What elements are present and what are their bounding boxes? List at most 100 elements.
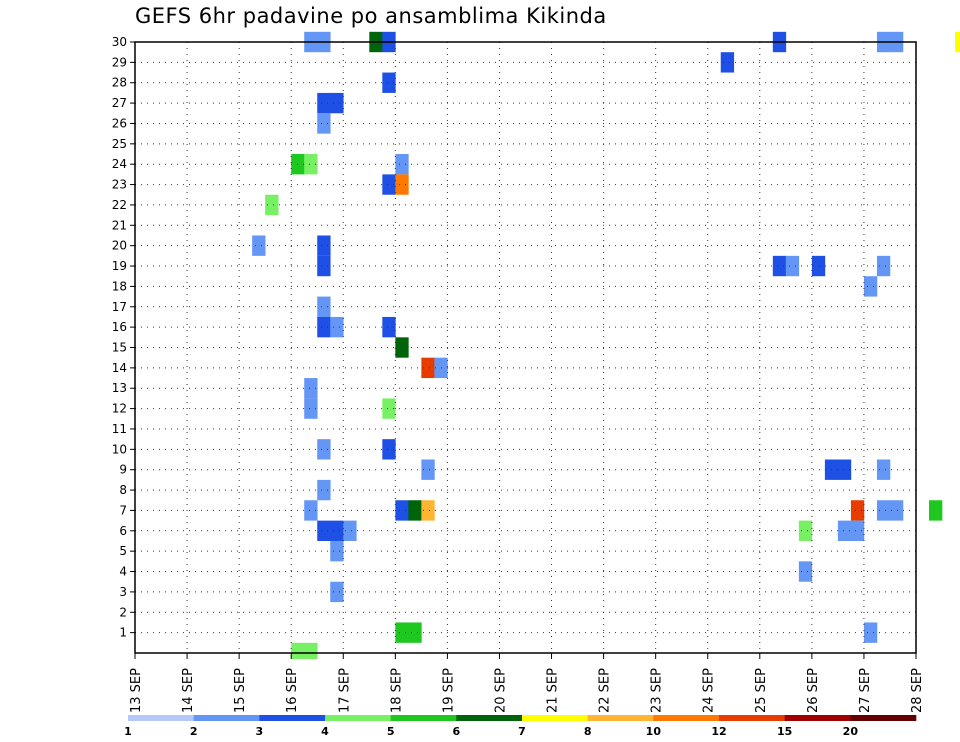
colorbar-swatch — [456, 715, 523, 721]
x-tick-label: 17 SEP — [337, 668, 352, 713]
colorbar-swatch — [522, 715, 588, 721]
heatmap-cells — [252, 31, 960, 659]
y-tick-label: 10 — [112, 442, 127, 456]
heatmap-cell — [304, 642, 318, 659]
heatmap-cell — [421, 357, 435, 379]
y-tick-label: 1 — [119, 626, 127, 640]
colorbar: 1 2 3 4 5 6 7 8 10 12 15 20 — [124, 715, 917, 738]
heatmap-cell — [929, 500, 943, 521]
heatmap-cell — [395, 622, 409, 643]
y-tick-label: 20 — [112, 239, 127, 253]
y-tick-label: 29 — [112, 55, 127, 69]
heatmap-cell — [382, 316, 396, 338]
y-tick-label: 4 — [119, 565, 127, 579]
heatmap-cell — [955, 31, 960, 53]
y-tick-label: 22 — [112, 198, 127, 212]
y-tick-label: 21 — [112, 218, 127, 232]
x-tick-label: 16 SEP — [285, 668, 300, 713]
heatmap-cell — [408, 500, 422, 521]
y-tick-label: 7 — [119, 503, 127, 517]
heatmap-cell — [876, 500, 891, 521]
x-tick-label: 13 SEP — [129, 668, 144, 713]
heatmap-cell — [252, 235, 266, 256]
colorbar-label: 6 — [453, 725, 461, 738]
heatmap-cell — [837, 459, 852, 480]
heatmap-cell — [395, 337, 409, 358]
colorbar-label: 5 — [387, 725, 395, 738]
x-tick-label: 25 SEP — [754, 668, 769, 713]
heatmap-cell — [382, 174, 396, 195]
heatmap-cell — [330, 92, 344, 114]
y-tick-label: 5 — [119, 544, 127, 558]
x-tick-label: 22 SEP — [598, 668, 613, 713]
y-tick-label: 8 — [119, 483, 127, 497]
heatmap-cell — [720, 52, 735, 73]
y-tick-label: 28 — [112, 76, 127, 90]
heatmap-cell — [395, 500, 409, 521]
colorbar-label: 15 — [777, 725, 792, 738]
x-tick-label: 15 SEP — [233, 668, 248, 713]
x-tick-label: 20 SEP — [493, 668, 508, 713]
y-axis: 1234567891011121314151617181920212223242… — [112, 35, 135, 640]
y-tick-label: 24 — [112, 157, 127, 171]
heatmap-cell — [304, 500, 318, 521]
heatmap-cell — [317, 235, 331, 256]
colorbar-swatch — [784, 715, 851, 721]
colorbar-label: 1 — [124, 725, 132, 738]
heatmap-cell — [317, 296, 331, 317]
y-tick-label: 9 — [119, 463, 127, 477]
chart-title: GEFS 6hr padavine po ansamblima Kikinda — [135, 4, 607, 28]
y-tick-label: 30 — [112, 35, 127, 49]
colorbar-swatch — [719, 715, 785, 721]
heatmap-cell — [317, 255, 331, 277]
heatmap-cell — [837, 520, 852, 541]
colorbar-label: 3 — [256, 725, 264, 738]
y-tick-label: 25 — [112, 137, 127, 151]
heatmap-cell — [330, 581, 344, 603]
heatmap-cell — [863, 622, 878, 643]
heatmap-cell — [304, 154, 318, 175]
x-tick-label: 19 SEP — [441, 668, 456, 713]
colorbar-swatch — [128, 715, 194, 721]
heatmap-cell — [304, 398, 318, 419]
heatmap-cell — [317, 113, 331, 134]
heatmap-cell — [317, 92, 331, 114]
heatmap-cell — [850, 500, 865, 521]
x-tick-label: 14 SEP — [181, 668, 196, 713]
heatmap-cell — [317, 316, 331, 338]
heatmap-cell — [330, 520, 344, 541]
x-axis: 13 SEP 14 SEP 15 SEP 16 SEP 17 SEP 18 SEP 19 S… — [129, 653, 925, 713]
y-tick-label: 14 — [112, 361, 127, 375]
heatmap-cell — [382, 398, 396, 419]
heatmap-cell — [785, 255, 800, 277]
x-tick-label: 27 SEP — [858, 668, 873, 713]
heatmap-cell — [889, 500, 904, 521]
heatmap-cell — [291, 642, 305, 659]
y-tick-label: 3 — [119, 585, 127, 599]
colorbar-swatch — [325, 715, 391, 721]
colorbar-swatch — [193, 715, 260, 721]
heatmap-cell — [798, 520, 813, 541]
heatmap-cell — [265, 194, 279, 216]
heatmap-cell — [876, 255, 891, 277]
y-tick-label: 12 — [112, 402, 127, 416]
y-tick-label: 15 — [112, 341, 127, 355]
heatmap-cell — [772, 255, 787, 277]
heatmap-cell — [850, 520, 865, 541]
heatmap-cell — [798, 561, 813, 582]
heatmap-cell — [811, 255, 826, 277]
heatmap-cell — [317, 520, 331, 541]
y-tick-label: 13 — [112, 381, 127, 395]
x-tick-label: 24 SEP — [702, 668, 717, 713]
y-tick-label: 17 — [112, 300, 127, 314]
x-tick-label: 18 SEP — [389, 668, 404, 713]
heatmap-cell — [421, 459, 435, 480]
colorbar-swatch — [587, 715, 654, 721]
heatmap-cell — [330, 540, 344, 562]
heatmap-cell — [304, 378, 318, 399]
heatmap-cell — [382, 72, 396, 93]
x-tick-label: 23 SEP — [650, 668, 665, 713]
colorbar-label: 8 — [584, 725, 592, 738]
y-tick-label: 16 — [112, 320, 127, 334]
